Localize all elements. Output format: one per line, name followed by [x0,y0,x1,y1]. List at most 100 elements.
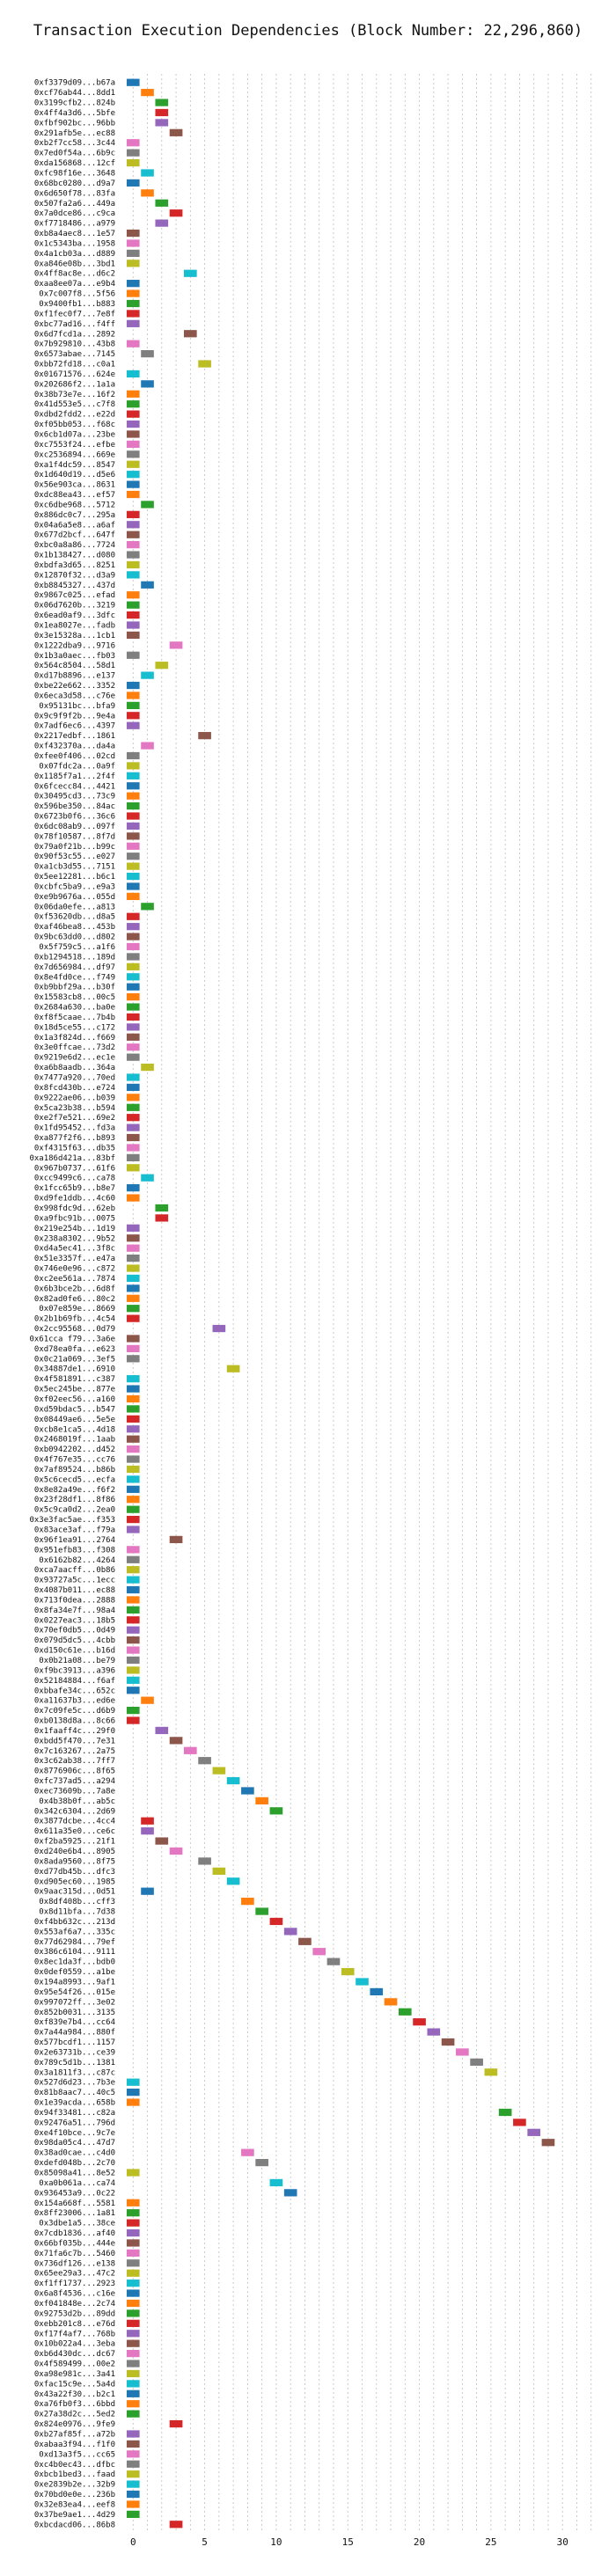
transaction-bar [126,853,140,860]
transaction-bar [126,822,140,831]
transaction-bar [155,1837,169,1845]
transaction-bar [126,1153,140,1161]
transaction-bar [126,420,140,428]
transaction-bar [126,2169,140,2177]
transaction-bar [126,149,140,157]
transaction-bar [126,762,140,770]
y-tick-label: 0xf7718486...a979 [34,220,115,229]
transaction-bar [226,1877,240,1885]
y-tick-label: 0x2684a630...ba0e [34,1004,115,1013]
transaction-bar [126,2319,140,2327]
y-tick-label: 0x386c6104...9111 [34,1948,115,1957]
y-tick-label: 0xb0138d8a...8c66 [34,1717,115,1726]
y-tick-label: 0x5c6cecd5...ecfa [34,1475,115,1484]
transaction-bar [169,128,183,136]
y-tick-label: 0xa846e08b...3bd1 [34,260,115,268]
transaction-bar [126,460,140,468]
transaction-bar [126,2089,140,2097]
y-tick-label: 0x92476a51...796d [34,2119,115,2127]
transaction-bar [126,2410,140,2418]
y-tick-label: 0x8d11bfa...7d38 [39,1908,115,1917]
transaction-bar [126,923,140,931]
y-tick-label: 0x41d553e5...c7f8 [34,400,115,409]
transaction-bar [126,1576,140,1584]
transaction-bar [126,2500,140,2508]
y-tick-label: 0xaf46bea8...453b [34,923,115,932]
y-tick-label: 0x4ff8ac8e...d6c2 [34,270,115,279]
y-tick-label: 0x2217edbf...1861 [34,732,115,741]
y-tick-label: 0x1e39acda...658b [34,2099,115,2108]
y-tick-label: 0x5ee12281...b6c1 [34,873,115,882]
y-tick-label: 0x3877dcbe...4cc4 [34,1818,115,1826]
y-tick-label: 0x736df126...e138 [34,2259,115,2268]
transaction-bar [212,1767,226,1775]
transaction-bar [126,2228,140,2237]
y-tick-label: 0xebb201c8...e76d [34,2320,115,2329]
y-tick-label: 0x07e859e...8669 [39,1305,115,1314]
transaction-bar [169,2419,183,2428]
y-tick-label: 0xf2ba5925...21f1 [34,1838,115,1847]
y-tick-label: 0x3a1811f3...c87c [34,2068,115,2077]
y-tick-label: 0x8fcd430b...e724 [34,1084,115,1093]
y-tick-label: 0xe2f7e521...69e2 [34,1114,115,1123]
transaction-bar [126,471,140,479]
transaction-bar [126,1676,140,1684]
transaction-bar [298,1937,312,1945]
y-tick-label: 0xbb72fd18...c0a1 [34,361,115,370]
transaction-bar [126,751,140,760]
y-tick-label: 0xe9b9676a...055d [34,893,115,902]
transaction-bar [255,1907,268,1915]
transaction-bar [126,792,140,800]
transaction-bar [126,933,140,940]
transaction-bar [255,1797,268,1805]
transaction-bar [155,119,169,127]
y-tick-label: 0x6573abae...7145 [34,350,115,359]
transaction-bar [141,742,154,750]
transaction-bar [326,1958,341,1965]
transaction-bar [226,1776,240,1785]
transaction-bar [398,2008,412,2016]
transaction-bar [269,1917,283,1926]
transaction-bar [126,942,140,951]
y-tick-label: 0x746e0e96...c872 [34,1265,115,1274]
y-tick-label: 0x2b1b69fb...4c54 [34,1315,115,1324]
transaction-bar [126,1636,140,1644]
x-tick-label: 0 [130,2536,136,2548]
transaction-bar [141,349,154,358]
transaction-bar [126,2360,140,2367]
transaction-bar [155,219,169,227]
transaction-bar [126,1314,140,1322]
transaction-bar [126,1616,140,1624]
y-tick-label: 0x7c007f8...5f56 [39,290,115,299]
transaction-bar [527,2128,540,2136]
transaction-bar [126,78,140,86]
transaction-bar [141,581,154,589]
y-tick-label: 0x564c8504...58d1 [34,662,115,670]
transaction-bar [126,2289,140,2297]
y-tick-label: 0x2cc95568...0d79 [34,1325,115,1334]
transaction-bar [126,973,140,981]
transaction-bar [126,1656,140,1665]
y-tick-label: 0xbdd5f470...7e31 [34,1737,115,1745]
y-tick-label: 0x154a668f...5581 [34,2199,115,2208]
transaction-bar [126,1344,140,1353]
transaction-bar [169,1847,183,1855]
y-tick-label: 0xfc98f16e...3648 [34,170,115,179]
y-tick-label: 0x7af89524...b86b [34,1466,115,1475]
y-tick-label: 0xa76fb0f3...6bbd [34,2400,115,2409]
transaction-bar [155,99,169,106]
transaction-bar [126,1505,140,1513]
y-tick-label: 0x5ec245be...877e [34,1386,115,1394]
transaction-bar [126,340,140,348]
y-tick-label: 0x3e0ffcae...73d2 [34,1043,115,1052]
transaction-bar [126,2330,140,2338]
transaction-bar [269,2178,283,2187]
transaction-bar [126,2199,140,2206]
y-tick-label: 0x079d5dc5...4cbb [34,1636,115,1645]
transaction-bar [241,2148,254,2156]
y-tick-label: 0xb8a4aec8...1e57 [34,230,115,238]
y-tick-label: 0x7477a920...70ed [34,1074,115,1083]
y-tick-label: 0x1c5343ba...1958 [34,239,115,248]
y-tick-label: 0x2e63731b...ce39 [34,2048,115,2057]
transaction-bar [141,1887,154,1895]
